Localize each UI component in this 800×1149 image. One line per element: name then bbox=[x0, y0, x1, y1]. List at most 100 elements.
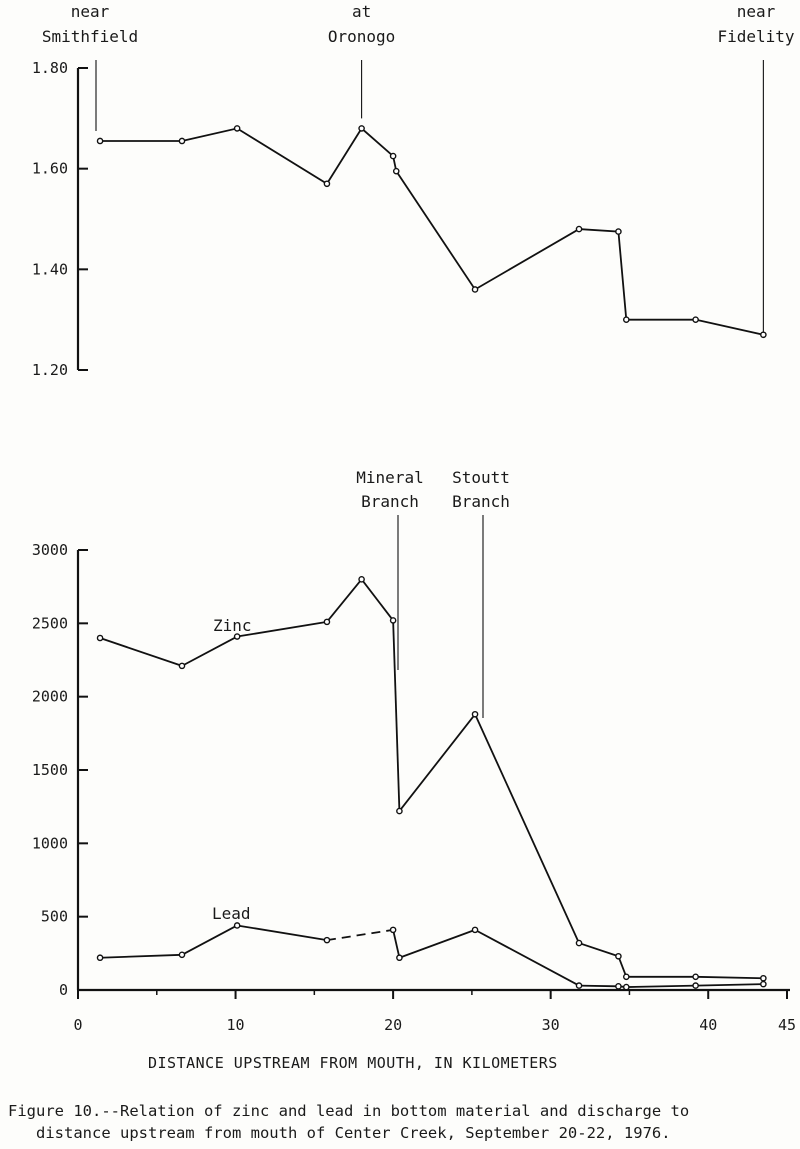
discharge-point bbox=[760, 331, 767, 339]
site-label: Fidelity bbox=[717, 27, 794, 46]
metals-chart: 0 500 1000 1500 2000 2500 3000 0 10 20 30 40 45 Min… bbox=[32, 468, 796, 1072]
top-y-ticks: 1.20 1.40 1.60 1.80 bbox=[32, 59, 88, 379]
discharge-point bbox=[575, 225, 583, 233]
lead-point bbox=[760, 980, 767, 988]
lead-point bbox=[389, 926, 397, 934]
zinc-line-segment bbox=[398, 713, 476, 812]
top-y-tick-label: 1.40 bbox=[32, 260, 68, 278]
zinc-line-segment bbox=[360, 578, 394, 621]
bottom-y-tick-label: 1500 bbox=[32, 761, 68, 779]
x-tick-label: 0 bbox=[73, 1016, 82, 1034]
lead-line-segment bbox=[181, 924, 238, 956]
bottom-x-ticks: 0 10 20 30 40 45 bbox=[73, 990, 796, 1034]
bottom-y-tick-label: 2000 bbox=[32, 688, 68, 706]
bottom-y-ticks: 0 500 1000 1500 2000 2500 3000 bbox=[32, 541, 88, 999]
zinc-line-segment bbox=[99, 637, 183, 667]
top-y-tick-label: 1.20 bbox=[32, 361, 68, 379]
zinc-line-segment bbox=[392, 620, 401, 812]
discharge-point bbox=[622, 316, 630, 323]
figure-caption-line-2: distance upstream from mouth of Center C… bbox=[36, 1124, 671, 1142]
zinc-point bbox=[178, 662, 186, 670]
zinc-point bbox=[389, 617, 397, 624]
top-y-tick-label: 1.60 bbox=[32, 160, 68, 178]
discharge-point bbox=[358, 125, 365, 132]
zinc-point bbox=[575, 939, 583, 947]
bottom-y-tick-label: 0 bbox=[59, 981, 68, 999]
zinc-point bbox=[233, 633, 241, 640]
zinc-point bbox=[622, 973, 630, 981]
lead-line-segment bbox=[326, 928, 394, 942]
lead-line-segment bbox=[392, 929, 401, 958]
zinc-point bbox=[692, 973, 699, 981]
zinc-point bbox=[760, 974, 767, 982]
zinc-point bbox=[615, 952, 622, 960]
x-tick-label: 30 bbox=[542, 1016, 560, 1034]
top-series-markers bbox=[96, 125, 767, 339]
figure-caption-line-1: Figure 10.--Relation of zinc and lead in… bbox=[8, 1102, 689, 1120]
zinc-line-segment bbox=[578, 942, 619, 958]
lead-point bbox=[178, 951, 186, 959]
lead-line-segment bbox=[100, 953, 183, 959]
zinc-point bbox=[471, 710, 479, 718]
tributary-label: Branch bbox=[361, 492, 419, 511]
lead-series-label: Lead bbox=[212, 904, 251, 923]
discharge-line bbox=[100, 127, 764, 336]
lead-point bbox=[396, 954, 403, 962]
discharge-chart: 1.20 1.40 1.60 1.80 near Smithfield at Oronogo… bbox=[32, 2, 795, 379]
site-label: near bbox=[71, 2, 110, 21]
lead-point bbox=[323, 936, 331, 944]
site-label: at bbox=[352, 2, 371, 21]
zinc-line-segment bbox=[326, 578, 363, 623]
lead-point bbox=[622, 983, 630, 991]
site-label: Smithfield bbox=[42, 27, 138, 46]
x-tick-label: 40 bbox=[699, 1016, 717, 1034]
bottom-series-markers bbox=[96, 576, 767, 991]
lead-point bbox=[233, 922, 241, 929]
x-axis-label: DISTANCE UPSTREAM FROM MOUTH, IN KILOMET… bbox=[148, 1054, 558, 1072]
site-label: near bbox=[737, 2, 776, 21]
top-site-annotations: near Smithfield at Oronogo near Fidelity bbox=[42, 2, 795, 335]
lead-point bbox=[96, 954, 104, 962]
site-label: Oronogo bbox=[328, 27, 395, 46]
lead-line-segment bbox=[626, 984, 696, 988]
lead-line-segment bbox=[236, 924, 328, 942]
discharge-point bbox=[615, 228, 622, 235]
zinc-line-segment bbox=[695, 975, 764, 980]
zinc-point bbox=[358, 576, 365, 583]
discharge-point bbox=[389, 152, 397, 160]
bottom-y-tick-label: 500 bbox=[41, 908, 68, 926]
discharge-point bbox=[96, 137, 104, 145]
zinc-point bbox=[96, 634, 104, 642]
discharge-point bbox=[471, 286, 479, 293]
tributary-label: Branch bbox=[452, 492, 510, 511]
bottom-y-tick-label: 2500 bbox=[32, 614, 68, 632]
zinc-line-segment bbox=[474, 713, 580, 944]
discharge-point bbox=[323, 180, 331, 188]
discharge-point bbox=[233, 125, 241, 132]
discharge-point bbox=[392, 167, 400, 175]
x-tick-label: 10 bbox=[227, 1016, 245, 1034]
lead-line-segment bbox=[695, 983, 764, 987]
bottom-series-lines bbox=[99, 578, 764, 988]
zinc-line-segment bbox=[236, 620, 328, 638]
zinc-series-label: Zinc bbox=[213, 616, 252, 635]
lead-line-segment bbox=[399, 929, 476, 959]
lead-point bbox=[692, 982, 699, 989]
lead-point bbox=[615, 983, 622, 990]
bottom-y-tick-label: 1000 bbox=[32, 834, 68, 852]
discharge-point bbox=[178, 137, 186, 145]
lead-line-segment bbox=[579, 984, 619, 988]
zinc-point bbox=[323, 618, 331, 626]
tributary-annotations: Mineral Branch Stoutt Branch bbox=[356, 468, 510, 718]
tributary-label: Mineral bbox=[356, 468, 423, 487]
x-tick-label: 45 bbox=[778, 1016, 796, 1034]
tributary-label: Stoutt bbox=[452, 468, 510, 487]
lead-point bbox=[575, 982, 583, 989]
x-tick-label: 20 bbox=[384, 1016, 402, 1034]
lead-line-segment bbox=[474, 929, 580, 987]
zinc-line-segment bbox=[181, 635, 238, 667]
zinc-line-segment bbox=[617, 955, 628, 978]
bottom-y-tick-label: 3000 bbox=[32, 541, 68, 559]
